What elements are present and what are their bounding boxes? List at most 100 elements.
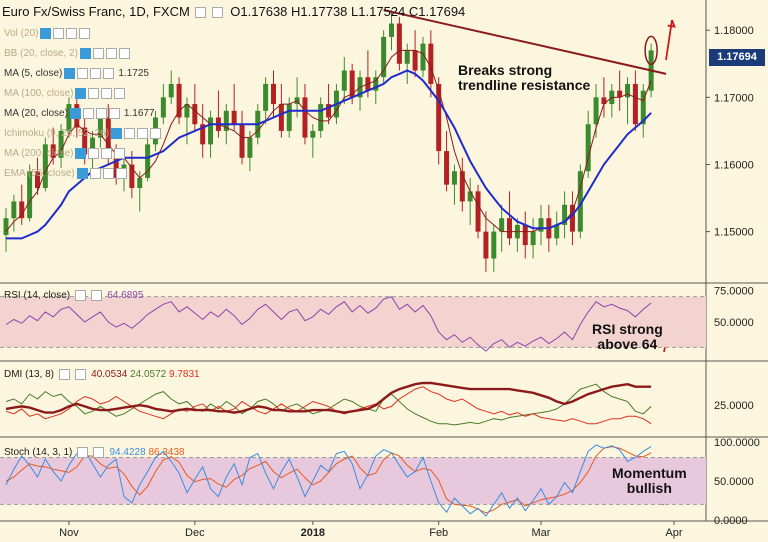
- stoch-close-icon[interactable]: [92, 447, 104, 458]
- candle-body: [145, 144, 151, 178]
- candle-body: [554, 224, 560, 239]
- stoch-d-line: [5, 446, 652, 514]
- close-icon[interactable]: [115, 168, 127, 179]
- eye-icon[interactable]: [79, 48, 91, 59]
- indicator-value: 1.1677: [123, 108, 155, 120]
- candle-body: [90, 137, 96, 155]
- ohlc-close: C1.17694: [408, 4, 466, 19]
- settings-icon[interactable]: [92, 48, 104, 59]
- close-icon[interactable]: [150, 128, 162, 139]
- add-icon[interactable]: [101, 148, 113, 159]
- candle-body: [200, 124, 206, 145]
- stoch-annotation-line2: bullish: [626, 480, 672, 496]
- candle-body: [278, 104, 284, 131]
- candle-body: [270, 83, 276, 105]
- eye-icon[interactable]: [69, 108, 81, 119]
- stoch-k-line: [5, 444, 652, 517]
- dmi-legend: DMI (13, 8) 40.0534 24.0572 9.7831: [4, 369, 200, 380]
- indicator-item[interactable]: Ichimoku (9, 26, 52, 26): [4, 128, 162, 140]
- settings-icon[interactable]: [89, 168, 101, 179]
- settings-icon[interactable]: [53, 28, 65, 39]
- settings-icon[interactable]: [88, 88, 100, 99]
- indicator-item[interactable]: MA (20, close) 1.1677: [4, 108, 155, 119]
- close-icon[interactable]: [114, 88, 126, 99]
- add-icon[interactable]: [66, 28, 78, 39]
- candle-body: [522, 224, 528, 246]
- indicator-item[interactable]: Vol (20): [4, 28, 91, 40]
- stoch-label[interactable]: Stoch (14, 3, 1): [4, 447, 73, 459]
- eye-icon[interactable]: [64, 68, 76, 79]
- candle-body: [601, 97, 607, 105]
- candle-body: [349, 70, 355, 98]
- rsi-settings-icon[interactable]: [74, 290, 86, 301]
- indicator-label: MA (200, close): [4, 148, 74, 160]
- add-icon[interactable]: [137, 128, 149, 139]
- rsi-label[interactable]: RSI (14, close): [4, 290, 71, 302]
- indicator-label: Vol (20): [4, 28, 39, 40]
- dmi-close-icon[interactable]: [74, 369, 86, 380]
- compare-icon[interactable]: [212, 7, 224, 19]
- close-icon[interactable]: [79, 28, 91, 39]
- ohlc-open: O1.17638: [230, 4, 288, 19]
- dmi-settings-icon[interactable]: [58, 369, 70, 380]
- candle-body: [27, 171, 33, 219]
- eye-icon[interactable]: [111, 128, 123, 139]
- candle-body: [82, 127, 88, 155]
- indicator-item[interactable]: EMA (55, close): [4, 168, 127, 179]
- settings-icon[interactable]: [195, 7, 207, 19]
- candle-body: [420, 43, 426, 71]
- candle-body: [577, 171, 583, 232]
- current-price-tag: 1.17694: [709, 49, 765, 66]
- add-icon[interactable]: [90, 68, 102, 79]
- candle-body: [632, 83, 638, 125]
- close-icon[interactable]: [108, 108, 120, 119]
- add-icon[interactable]: [95, 108, 107, 119]
- add-icon[interactable]: [105, 48, 117, 59]
- candle-body: [389, 23, 395, 37]
- indicator-item[interactable]: BB (20, close, 2): [4, 48, 130, 59]
- eye-icon[interactable]: [75, 88, 87, 99]
- candle-body: [19, 201, 25, 219]
- chart-header: Euro Fx/Swiss Franc, 1D, FXCM O1.17638 H…: [2, 4, 465, 19]
- stoch-settings-icon[interactable]: [77, 447, 89, 458]
- indicator-label: Ichimoku (9, 26, 52, 26): [4, 128, 110, 140]
- candle-body: [97, 117, 103, 138]
- y-tick-label: 1.16000: [714, 160, 754, 172]
- rsi-value: 64.6895: [107, 290, 144, 302]
- close-icon[interactable]: [118, 48, 130, 59]
- candle-body: [50, 144, 56, 158]
- settings-icon[interactable]: [124, 128, 136, 139]
- eye-icon[interactable]: [76, 168, 88, 179]
- ohlc-low: L1.17524: [351, 4, 406, 19]
- adx-line: [5, 381, 652, 414]
- candle-body: [326, 104, 332, 118]
- rsi-y-tick-label: 50.0000: [714, 317, 754, 329]
- symbol-title[interactable]: Euro Fx/Swiss Franc, 1D, FXCM: [2, 4, 190, 19]
- di-plus-line: [5, 383, 652, 426]
- candle-body: [341, 70, 347, 91]
- candle-body: [302, 97, 308, 138]
- settings-icon[interactable]: [88, 148, 100, 159]
- add-icon[interactable]: [102, 168, 114, 179]
- di-minus-line: [5, 386, 652, 425]
- indicator-item[interactable]: MA (100, close): [4, 88, 126, 99]
- eye-icon[interactable]: [75, 148, 87, 159]
- close-icon[interactable]: [114, 148, 126, 159]
- candle-body: [239, 124, 245, 158]
- settings-icon[interactable]: [77, 68, 89, 79]
- candle-body: [11, 201, 17, 219]
- candle-body: [168, 83, 174, 98]
- close-icon[interactable]: [103, 68, 115, 79]
- rsi-close-icon[interactable]: [90, 290, 102, 301]
- add-icon[interactable]: [101, 88, 113, 99]
- settings-icon[interactable]: [82, 108, 94, 119]
- eye-icon[interactable]: [40, 28, 52, 39]
- indicator-item[interactable]: MA (200, close): [4, 148, 126, 160]
- candle-body: [569, 204, 575, 232]
- indicator-label: MA (20, close): [4, 108, 68, 120]
- dmi-label[interactable]: DMI (13, 8): [4, 369, 55, 381]
- rsi-annotation: RSI strong above 64: [592, 322, 663, 352]
- candle-body: [404, 50, 410, 64]
- indicator-item[interactable]: MA (5, close) 1.1725: [4, 68, 149, 79]
